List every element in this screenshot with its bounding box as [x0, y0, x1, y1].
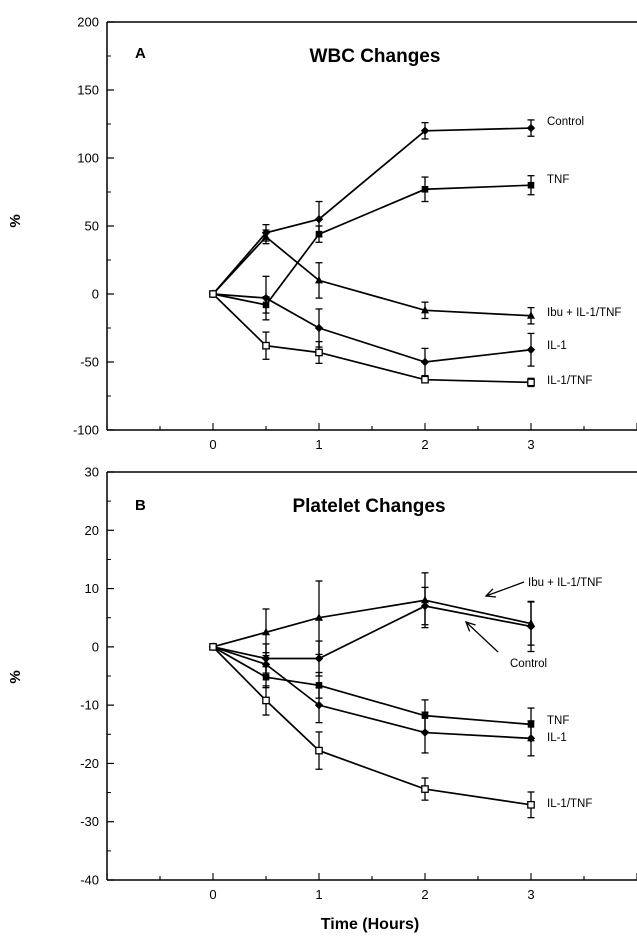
panel-b-ibu-il-1-tnf-label: Ibu + IL-1/TNF — [528, 577, 602, 589]
panel-b-il-1-point — [526, 734, 536, 743]
panel-a-tnf-point — [315, 230, 323, 238]
panel-a-tnf-label: TNF — [547, 174, 569, 186]
panel-a-ibu-il-1-tnf-point — [315, 275, 323, 284]
panel-b-il-1-label: IL-1 — [547, 732, 567, 744]
panel-b-il-1-point — [314, 700, 324, 710]
panel-b-ibu-il-1-tnf-arrow-shaft — [485, 581, 525, 597]
panel-a-control-label: Control — [547, 116, 584, 128]
panel-a-y-tick-label: -100 — [73, 423, 99, 438]
panel-b-il-1-tnf-point — [527, 800, 535, 809]
panel-b-control-point — [420, 601, 430, 611]
panel-a-il-1-tnf-point — [315, 348, 323, 357]
panel-b-il-1-tnf-line — [212, 646, 532, 806]
x-axis-title: Time (Hours) — [321, 916, 419, 933]
panel-b-control-arrow-shaft — [465, 621, 499, 653]
panel-b-il-1-tnf-point — [421, 785, 429, 793]
panel-a-x-tick-label: 2 — [421, 437, 428, 452]
panel-b-control-point — [314, 654, 324, 663]
panel-a-ibu-il-1-tnf-point — [262, 232, 270, 240]
panel-a-ibu-il-1-tnf-point — [421, 305, 429, 314]
panel-a-x-tick-label: 1 — [315, 437, 322, 452]
panel-b-y-tick-label: 0 — [92, 639, 99, 654]
panel-a-y-axis-label: % — [7, 214, 24, 227]
panel-b-y-tick-label: 20 — [85, 523, 99, 538]
panel-b-x-tick-label: 3 — [527, 887, 534, 902]
panel-a-il-1-tnf-point — [209, 290, 217, 298]
panel-b-ibu-il-1-tnf-arrow-head — [484, 588, 497, 598]
panel-a-x-tick-label: 0 — [209, 437, 216, 452]
panel-b-y-tick-label: -40 — [80, 873, 99, 888]
panel-a-il-1-tnf-line — [212, 293, 532, 384]
panel-b-il-1-line — [212, 646, 532, 740]
panel-a-title: WBC Changes — [310, 46, 441, 67]
panel-b-y-tick-label: 30 — [85, 465, 99, 480]
panel-a-control-point — [420, 126, 430, 135]
panel-b-ibu-il-1-tnf-point — [262, 627, 270, 636]
panel-b-il-1-tnf-point — [315, 746, 323, 755]
panel-a-il-1-point — [314, 323, 324, 333]
panel-b-control-label: Control — [510, 658, 547, 670]
panel-a-control-point — [526, 123, 536, 133]
panel-b-y-tick-label: -10 — [80, 698, 99, 713]
panel-a-tnf-point — [421, 185, 429, 193]
panel-a-ibu-il-1-tnf-point — [527, 311, 535, 319]
panel-b-il-1-point — [261, 660, 271, 669]
panel-b-platelet-chart: B Platelet Changes % -40-30-20-100102030… — [7, 465, 637, 902]
panel-b-letter: B — [135, 497, 146, 514]
panel-a-y-tick-label: 0 — [92, 287, 99, 302]
panel-b-il-1-tnf-point — [209, 643, 217, 651]
panel-b-control-point — [526, 622, 536, 631]
panel-a-il-1-tnf-point — [421, 375, 429, 384]
panel-a-y-tick-label: 150 — [77, 83, 99, 98]
panel-a-y-tick-label: 200 — [77, 15, 99, 30]
panel-a-il-1-point — [526, 345, 536, 354]
panel-b-tnf-label: TNF — [547, 715, 569, 727]
panel-b-tnf-point — [315, 682, 323, 689]
panel-a-il-1-point — [261, 293, 271, 303]
panel-a-il-1-tnf-label: IL-1/TNF — [547, 375, 592, 387]
panel-a-il-1-tnf-point — [262, 341, 270, 350]
panel-b-tnf-line — [212, 646, 532, 726]
panel-b-il-1-point — [420, 728, 430, 737]
panel-b-x-tick-label: 2 — [421, 887, 428, 902]
panel-a-il-1-tnf-point — [527, 378, 535, 387]
panel-a-tnf-line — [212, 184, 532, 306]
panel-a-tnf-point — [527, 181, 535, 189]
panel-b-control-line — [212, 605, 532, 660]
panel-b-il-1-tnf-label: IL-1/TNF — [547, 798, 592, 810]
panel-a-letter: A — [135, 45, 146, 62]
panel-b-y-tick-label: 10 — [85, 581, 99, 596]
panel-b-y-axis-label: % — [7, 670, 24, 683]
panel-a-y-tick-label: 100 — [77, 151, 99, 166]
panel-b-tnf-point — [262, 673, 270, 681]
panel-b-control-arrow-head — [464, 620, 476, 632]
panel-b-y-tick-label: -30 — [80, 814, 99, 829]
panel-b-title: Platelet Changes — [292, 496, 445, 517]
panel-a-wbc-chart: A WBC Changes % -100 -50 0 50 100 150 200 0 1 2 3 C… — [7, 15, 637, 452]
panel-a-x-tick-label: 3 — [527, 437, 534, 452]
panel-b-x-tick-label: 0 — [209, 887, 216, 902]
panel-a-control-point — [314, 215, 324, 224]
panel-b-ibu-il-1-tnf-point — [315, 613, 323, 621]
panel-b-y-tick-label: -20 — [80, 756, 99, 771]
panel-a-il-1-label: IL-1 — [547, 340, 567, 352]
panel-b-x-tick-label: 1 — [315, 887, 322, 902]
panel-a-y-tick-label: 50 — [85, 219, 99, 234]
panel-a-il-1-point — [420, 357, 430, 367]
panel-b-il-1-tnf-point — [262, 696, 270, 705]
panel-a-y-tick-label: -50 — [80, 355, 99, 370]
panel-b-ibu-il-1-tnf-line — [212, 599, 532, 648]
panel-a-ibu-il-1-tnf-label: Ibu + IL-1/TNF — [547, 307, 621, 319]
